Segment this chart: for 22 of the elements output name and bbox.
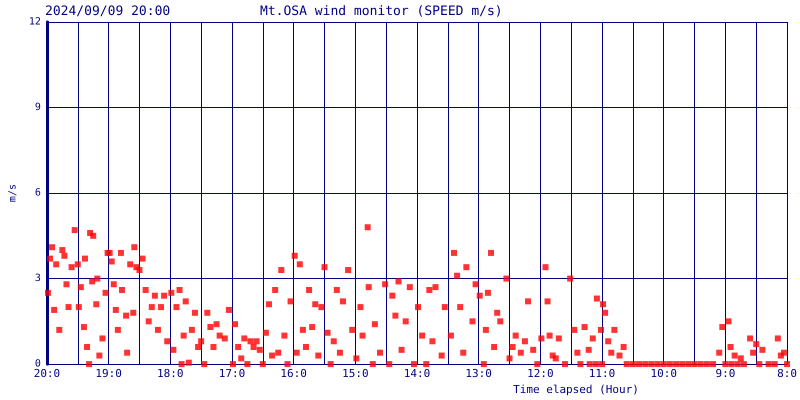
x-tick-label: 19:0 xyxy=(95,367,122,380)
x-tick-label: 11:0 xyxy=(588,367,616,380)
y-tick-label: 3 xyxy=(34,273,41,284)
y-tick-label: 9 xyxy=(34,102,41,114)
x-tick-label: 9:0 xyxy=(715,367,736,380)
x-axis-title: Time elapsed (Hour) xyxy=(513,383,639,396)
y-tick-label: 0 xyxy=(34,358,41,370)
x-tick-label: 16:0 xyxy=(280,367,307,380)
x-tick-label: 14:0 xyxy=(404,367,430,380)
chart-subtitle: 2024/09/09 20:00 xyxy=(45,4,170,19)
x-tick-label: 18:0 xyxy=(157,367,184,380)
x-tick-label: 12:0 xyxy=(527,367,554,380)
x-tick-label: 8:0 xyxy=(777,367,798,380)
y-tick-label: 6 xyxy=(34,188,41,199)
x-tick-label: 20:0 xyxy=(34,367,60,380)
x-tick-label: 15:0 xyxy=(342,367,369,380)
x-tick-label: 17:0 xyxy=(218,367,246,380)
y-tick-label: 12 xyxy=(28,16,41,28)
x-tick-label: 10:0 xyxy=(650,367,677,380)
y-axis-title: m/s xyxy=(8,184,18,202)
x-tick-label: 13:0 xyxy=(465,367,492,380)
chart-title: Mt.OSA wind monitor (SPEED m/s) xyxy=(260,4,503,19)
